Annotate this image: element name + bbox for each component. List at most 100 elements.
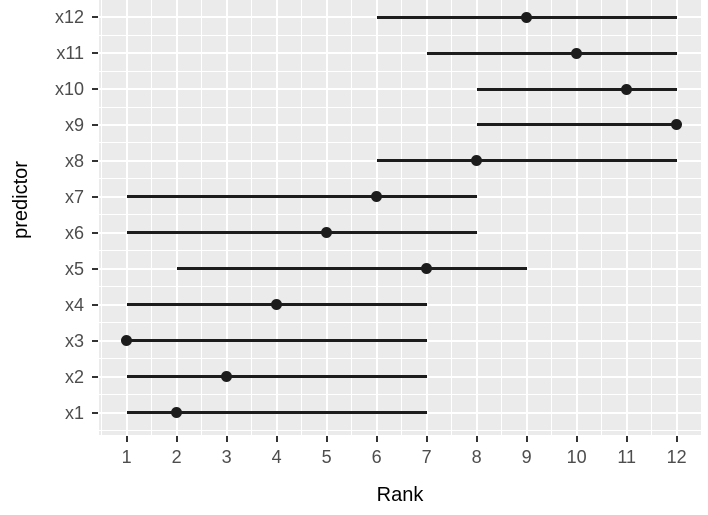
gridline-minor-h [99, 142, 701, 144]
interval-line [126, 231, 477, 235]
x-axis-title: Rank [376, 484, 424, 506]
interval-line [126, 195, 477, 199]
x-tick-mark [225, 436, 228, 442]
gridline-minor-v [351, 0, 353, 435]
interval-line [376, 159, 677, 163]
gridline-minor-h [99, 322, 701, 324]
y-tick-label: x12 [54, 7, 84, 28]
gridline-minor-v [401, 0, 403, 435]
gridline-minor-h [99, 70, 701, 72]
y-tick-label: x3 [64, 330, 84, 351]
gridline-minor-v [601, 0, 603, 435]
gridline-major-v [175, 0, 178, 435]
data-point [221, 371, 233, 383]
x-tick-mark [625, 436, 628, 442]
x-tick-mark [525, 436, 528, 442]
y-tick-label: x11 [56, 43, 84, 64]
y-tick-mark [92, 159, 98, 162]
gridline-minor-h [99, 106, 701, 108]
gridline-minor-v [251, 0, 253, 435]
gridline-major-v [425, 0, 428, 435]
data-point [621, 83, 633, 95]
x-tick-mark [425, 436, 428, 442]
y-tick-label: x2 [64, 366, 84, 387]
y-tick-mark [92, 231, 98, 234]
gridline-major-v [475, 0, 478, 435]
interval-line [126, 375, 427, 379]
gridline-major-v [325, 0, 328, 435]
gridline-major-v [675, 0, 678, 435]
y-tick-mark [92, 52, 98, 55]
x-tick-label: 9 [521, 447, 532, 467]
gridline-major-h [99, 123, 701, 126]
x-tick-mark [475, 436, 478, 442]
y-tick-mark [92, 303, 98, 306]
plot-panel [99, 0, 701, 435]
interval-line [126, 411, 427, 415]
y-tick-mark [92, 267, 98, 270]
data-point [371, 191, 383, 203]
gridline-minor-v [151, 0, 153, 435]
gridline-minor-h [99, 430, 701, 432]
gridline-minor-v [451, 0, 453, 435]
gridline-minor-h [99, 394, 701, 396]
data-point [171, 407, 183, 419]
x-tick-label: 2 [171, 447, 182, 467]
x-tick-mark [375, 436, 378, 442]
y-tick-label: x10 [54, 79, 84, 100]
x-tick-mark [675, 436, 678, 442]
gridline-minor-v [651, 0, 653, 435]
interval-line [476, 123, 677, 127]
data-point [321, 227, 333, 239]
x-tick-mark [325, 436, 328, 442]
gridline-minor-v [301, 0, 303, 435]
y-tick-label: x7 [64, 186, 84, 207]
x-tick-label: 10 [566, 447, 587, 467]
y-tick-label: x4 [64, 294, 84, 315]
y-tick-label: x1 [64, 402, 84, 423]
gridline-major-v [625, 0, 628, 435]
y-tick-mark [92, 375, 98, 378]
interval-line [176, 267, 527, 271]
gridline-minor-h [99, 178, 701, 180]
x-tick-label: 11 [617, 447, 637, 467]
y-tick-label: x9 [64, 114, 84, 135]
gridline-major-v [225, 0, 228, 435]
y-tick-mark [92, 16, 98, 19]
data-point [571, 47, 583, 59]
gridline-minor-v [201, 0, 203, 435]
y-tick-mark [92, 88, 98, 91]
x-tick-mark [275, 436, 278, 442]
gridline-major-v [525, 0, 528, 435]
x-tick-label: 6 [371, 447, 382, 467]
gridline-minor-v [551, 0, 553, 435]
x-tick-label: 5 [321, 447, 332, 467]
x-tick-label: 4 [271, 447, 282, 467]
y-tick-label: x5 [64, 258, 84, 279]
gridline-major-v [125, 0, 128, 435]
y-tick-label: x6 [64, 222, 84, 243]
y-tick-mark [92, 411, 98, 414]
data-point [121, 335, 133, 347]
x-tick-mark [125, 436, 128, 442]
gridline-major-h [99, 88, 701, 91]
gridline-minor-h [99, 34, 701, 36]
data-point [271, 299, 283, 311]
gridline-major-v [375, 0, 378, 435]
y-tick-mark [92, 123, 98, 126]
x-tick-label: 8 [471, 447, 482, 467]
gridline-minor-h [99, 358, 701, 360]
x-tick-label: 3 [221, 447, 232, 467]
data-point [421, 263, 433, 275]
x-tick-mark [575, 436, 578, 442]
data-point [671, 119, 683, 131]
gridline-major-h [99, 52, 701, 55]
interval-line [126, 339, 427, 343]
x-tick-label: 7 [421, 447, 432, 467]
data-point [471, 155, 483, 167]
interval-line [476, 87, 677, 91]
gridline-minor-v [101, 0, 103, 435]
gridline-minor-h [99, 250, 701, 252]
x-tick-label: 1 [121, 447, 132, 467]
